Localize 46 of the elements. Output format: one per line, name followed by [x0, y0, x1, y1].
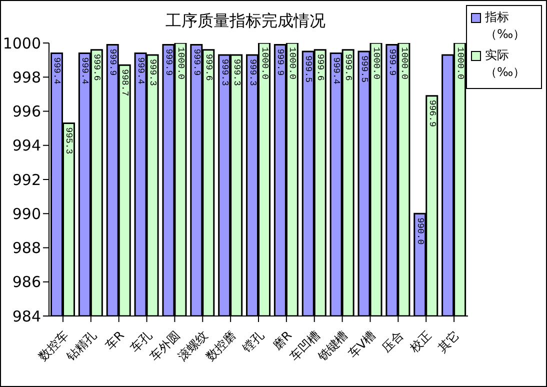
data-label: 999.3 — [148, 58, 158, 86]
chart-title: 工序质量指标完成情况 — [166, 11, 326, 30]
data-label: 1000.0 — [371, 47, 381, 80]
data-label: 990.0 — [414, 218, 425, 245]
data-label: 995.3 — [64, 127, 74, 154]
x-tick-label: 压合 — [379, 328, 406, 356]
legend-label: 实际（‰） — [485, 47, 526, 81]
data-label: 1000.0 — [287, 47, 298, 80]
data-label: 999.6 — [343, 54, 354, 81]
data-label: 999.9 — [163, 48, 174, 76]
data-label: 999.4 — [80, 57, 90, 84]
data-label: 999.5 — [303, 56, 314, 83]
data-label: 1000.0 — [259, 47, 270, 80]
x-tick-label: 其它 — [435, 328, 462, 356]
y-tick-label: 992 — [12, 170, 41, 189]
data-label: 999.9 — [386, 48, 397, 76]
data-label: 999.5 — [359, 56, 369, 83]
data-label: 999.6 — [315, 54, 326, 81]
data-label: 1000.0 — [398, 47, 409, 80]
y-tick-label: 996 — [12, 102, 41, 121]
data-label: 998.7 — [120, 69, 130, 96]
data-label: 999.9 — [108, 48, 118, 76]
data-label: 999.4 — [331, 57, 342, 84]
y-tick-label: 998 — [12, 68, 41, 86]
legend-label: 指标（‰） — [485, 9, 526, 43]
y-tick-label: 994 — [12, 136, 41, 155]
data-label: 999.3 — [219, 58, 230, 86]
y-tick-label: 988 — [12, 239, 41, 258]
data-label: 999.4 — [136, 57, 146, 84]
data-label: 999.6 — [203, 54, 214, 81]
data-label: 999.9 — [191, 48, 202, 76]
data-label: 999.6 — [92, 54, 102, 81]
y-tick-label: 984 — [12, 307, 41, 326]
data-label: 999.9 — [275, 48, 286, 76]
data-label: 999.4 — [52, 57, 62, 84]
y-tick-label: 986 — [12, 273, 41, 292]
y-tick-label: 1000 — [2, 34, 41, 52]
x-tick-label: 镗孔 — [238, 328, 267, 356]
data-label: 999.3 — [247, 58, 258, 86]
y-tick-label: 990 — [12, 204, 41, 223]
data-label: 999.3 — [231, 58, 242, 86]
data-label: 1000.0 — [175, 47, 186, 80]
data-label: 1000.0 — [454, 47, 465, 80]
x-tick-label: 校正 — [406, 328, 434, 356]
x-tick-label: 车R — [102, 328, 127, 352]
data-label: 996.9 — [426, 100, 437, 127]
